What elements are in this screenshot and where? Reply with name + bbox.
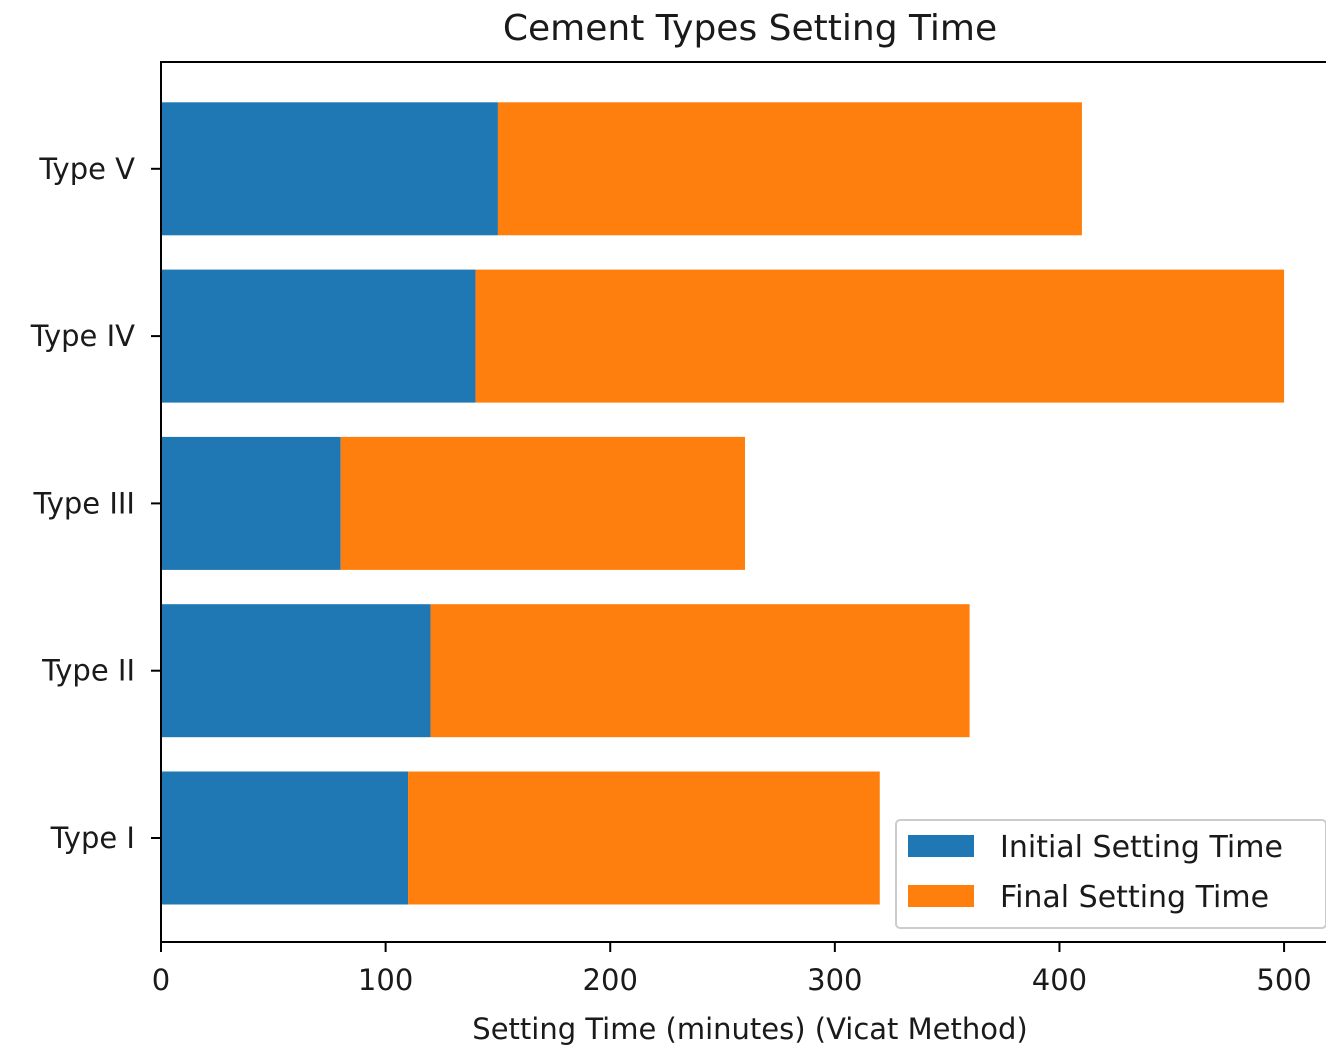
- x-tick-label: 100: [358, 963, 413, 997]
- x-tick-label: 0: [152, 963, 170, 997]
- legend-box: [895, 819, 1326, 929]
- plot-frame: [160, 61, 1326, 943]
- y-tick-label: Type II: [41, 654, 135, 688]
- y-tick-label: Type IV: [30, 319, 135, 353]
- legend-label: Initial Setting Time: [1000, 830, 1283, 865]
- x-tick-label: 200: [583, 963, 638, 997]
- bar-initial-type-i: [161, 771, 409, 905]
- x-axis: 0 100 200 300 400 500: [152, 942, 1312, 997]
- bar-final-type-iv: [475, 269, 1285, 403]
- bar-initial-type-ii: [161, 604, 431, 738]
- x-tick-label: 300: [807, 963, 862, 997]
- bar-initial-type-v: [161, 102, 498, 236]
- bar-final-type-iii: [340, 436, 745, 570]
- y-tick-label: Type III: [33, 486, 136, 520]
- plot-area: [160, 61, 1326, 943]
- legend: Initial Setting Time Final Setting Time: [895, 819, 1326, 929]
- x-axis-label: Setting Time (minutes) (Vicat Method): [472, 1012, 1027, 1046]
- bars: [161, 102, 1285, 905]
- bar-initial-type-iii: [161, 436, 341, 570]
- bar-final-type-i: [408, 771, 880, 905]
- y-tick-label: Type I: [50, 821, 135, 855]
- legend-swatch: [908, 835, 974, 857]
- bar-final-type-v: [497, 102, 1082, 236]
- legend-swatch: [908, 885, 974, 907]
- bar-initial-type-iv: [161, 269, 476, 403]
- x-tick-label: 400: [1032, 963, 1087, 997]
- legend-label: Final Setting Time: [1000, 880, 1269, 915]
- y-tick-label: Type V: [38, 152, 135, 186]
- x-tick-label: 500: [1256, 963, 1311, 997]
- bar-final-type-ii: [430, 604, 970, 738]
- chart-title: Cement Types Setting Time: [503, 8, 997, 49]
- y-axis: Type I Type II Type III Type IV Type V: [30, 152, 161, 855]
